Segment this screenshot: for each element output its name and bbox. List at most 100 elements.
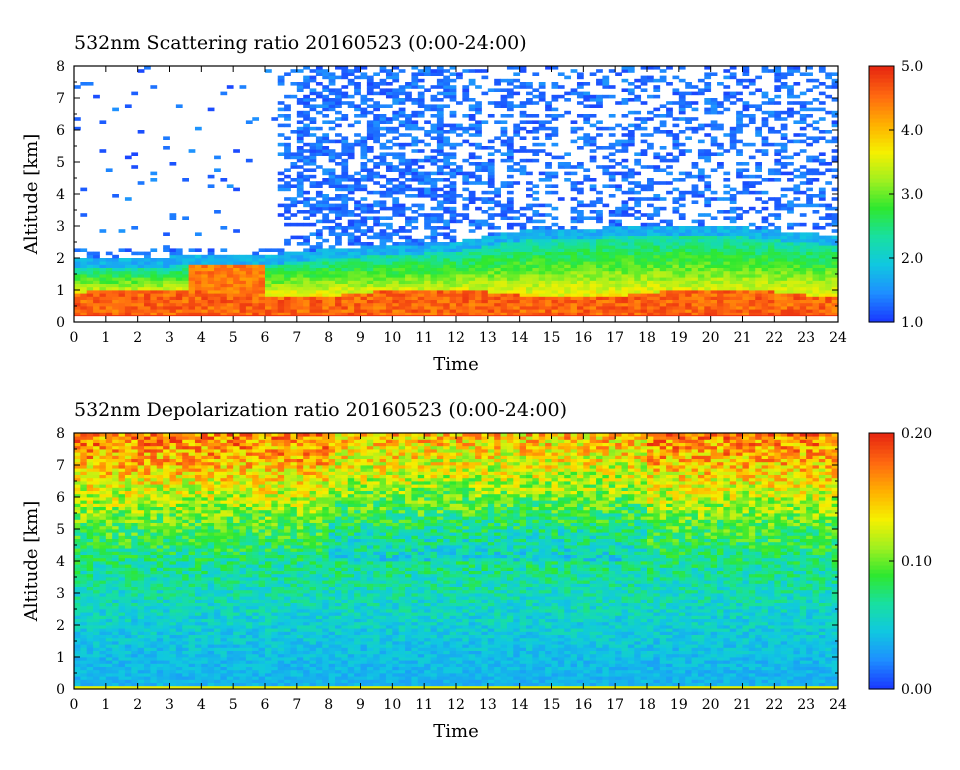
heatmap-cell: [315, 251, 323, 256]
heatmap-cell: [405, 286, 412, 291]
x-tick-label: 21: [734, 330, 752, 346]
heatmap-cell: [392, 261, 400, 265]
heatmap-cell: [373, 306, 380, 310]
heatmap-cell: [615, 101, 622, 105]
heatmap-cell: [500, 248, 508, 252]
heatmap-cell: [462, 242, 470, 246]
heatmap-cell: [761, 245, 769, 249]
heatmap-cell: [456, 258, 463, 262]
heatmap-cell: [774, 254, 782, 259]
heatmap-cell: [519, 309, 527, 313]
heatmap-cell: [799, 133, 807, 137]
heatmap-cell: [767, 258, 775, 262]
heatmap-cell: [322, 302, 330, 307]
heatmap-cell: [685, 299, 692, 304]
heatmap-cell: [697, 174, 705, 179]
heatmap-cell: [328, 72, 336, 76]
heatmap-cell: [405, 222, 412, 227]
heatmap-cell: [691, 130, 699, 134]
heatmap-cell: [589, 296, 597, 300]
heatmap-cell: [315, 69, 323, 73]
heatmap-cell: [80, 82, 88, 86]
heatmap-cell: [729, 248, 737, 252]
heatmap-cell: [729, 146, 737, 150]
heatmap-cell: [411, 142, 419, 147]
heatmap-cell: [532, 245, 540, 249]
heatmap-cell: [347, 94, 355, 99]
heatmap-cell: [284, 94, 291, 99]
heatmap-cell: [296, 290, 304, 294]
heatmap-cell: [163, 309, 170, 313]
heatmap-cell: [704, 290, 712, 294]
heatmap-cell: [309, 274, 317, 278]
heatmap-cell: [780, 254, 788, 259]
heatmap-cell: [615, 274, 622, 278]
heatmap-cell: [799, 114, 807, 118]
heatmap-cell: [500, 104, 508, 108]
heatmap-cell: [379, 254, 387, 259]
heatmap-cell: [742, 286, 750, 291]
heatmap-cell: [137, 302, 145, 307]
heatmap-cell: [780, 155, 788, 160]
heatmap-cell: [545, 120, 552, 124]
heatmap-cell: [80, 312, 88, 316]
heatmap-cell: [207, 286, 215, 291]
heatmap-cell: [341, 94, 349, 99]
heatmap-cell: [576, 136, 584, 140]
heatmap-cell: [430, 190, 438, 195]
heatmap-cell: [456, 280, 463, 284]
heatmap-cell: [398, 158, 406, 163]
heatmap-cell: [309, 203, 317, 208]
heatmap-cell: [392, 229, 400, 233]
heatmap-cell: [487, 283, 495, 288]
heatmap-cell: [806, 261, 813, 265]
heatmap-cell: [806, 181, 813, 185]
heatmap-cell: [825, 110, 833, 115]
heatmap-cell: [335, 187, 342, 192]
heatmap-cell: [315, 267, 323, 272]
heatmap-cell: [360, 302, 368, 307]
heatmap-cell: [475, 85, 482, 89]
heatmap-cell: [341, 270, 349, 275]
heatmap-cell: [506, 139, 514, 144]
heatmap-cell: [322, 270, 330, 275]
heatmap-cell: [468, 194, 476, 198]
heatmap-cell: [678, 267, 686, 272]
heatmap-cell: [296, 101, 304, 105]
heatmap-cell: [201, 277, 209, 281]
heatmap-cell: [545, 258, 552, 262]
heatmap-cell: [570, 258, 578, 262]
heatmap-cell: [436, 306, 444, 310]
heatmap-cell: [366, 302, 374, 307]
heatmap-cell: [615, 248, 622, 252]
heatmap-cell: [481, 264, 489, 268]
heatmap-cell: [513, 72, 521, 76]
heatmap-cell: [411, 158, 419, 163]
heatmap-cell: [621, 69, 629, 73]
heatmap-cell: [322, 146, 330, 150]
heatmap-cell: [596, 245, 603, 249]
heatmap-cell: [424, 120, 431, 124]
heatmap-cell: [86, 309, 94, 313]
heatmap-cell: [93, 270, 100, 275]
heatmap-cell: [729, 187, 737, 192]
heatmap-cell: [723, 251, 731, 256]
heatmap-cell: [284, 254, 291, 259]
heatmap-cell: [704, 149, 712, 153]
heatmap-cell: [436, 245, 444, 249]
heatmap-cell: [296, 69, 304, 73]
heatmap-cell: [449, 254, 457, 259]
heatmap-cell: [226, 254, 234, 259]
heatmap-cell: [335, 162, 342, 166]
heatmap-cell: [347, 187, 355, 192]
heatmap-cell: [226, 258, 234, 262]
heatmap-cell: [793, 168, 801, 172]
heatmap-cell: [519, 251, 527, 256]
heatmap-cell: [411, 149, 419, 153]
heatmap-cell: [526, 274, 533, 278]
heatmap-cell: [436, 130, 444, 134]
heatmap-cell: [80, 213, 88, 217]
heatmap-cell: [812, 306, 820, 310]
heatmap-cell: [131, 290, 139, 294]
heatmap-cell: [385, 261, 393, 265]
